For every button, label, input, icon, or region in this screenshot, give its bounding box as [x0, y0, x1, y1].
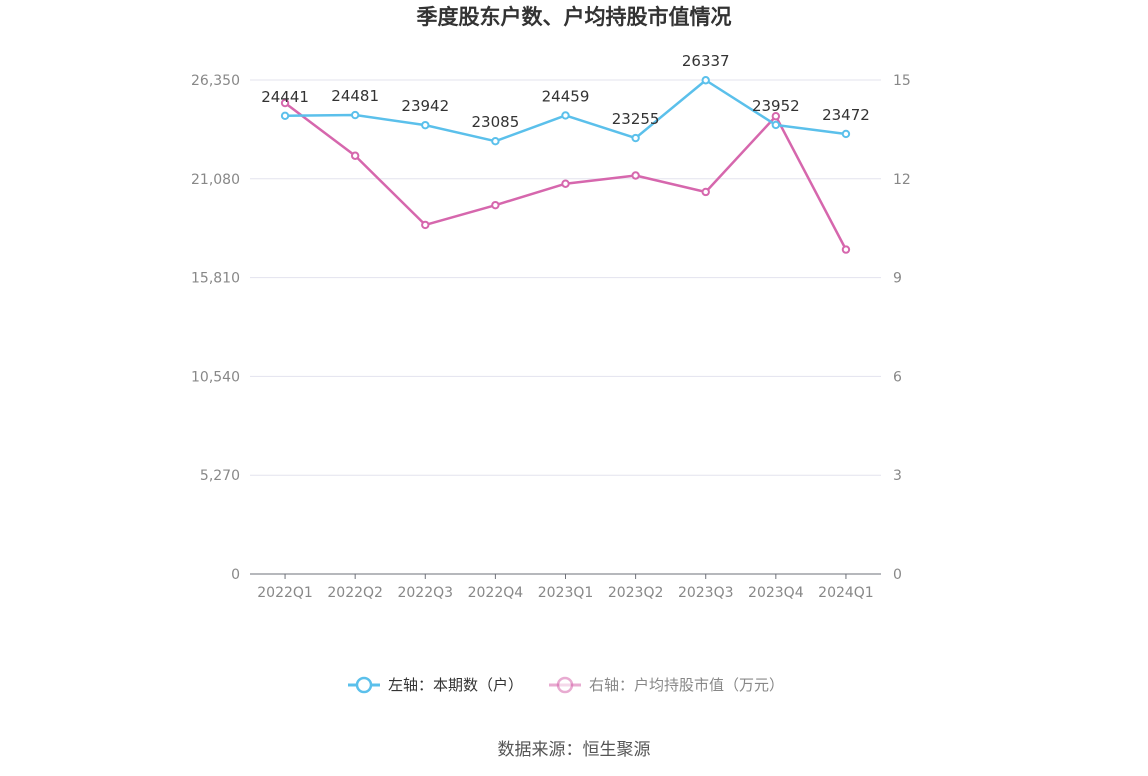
data-label: 24441 [261, 88, 309, 106]
left-axis-tick-label: 21,080 [191, 172, 240, 188]
legend-item-left[interactable]: 左轴：本期数（户） [348, 676, 523, 694]
data-label: 24459 [542, 87, 590, 105]
data-point-left[interactable] [491, 137, 500, 146]
data-point-left[interactable] [701, 76, 710, 85]
data-label: 23942 [401, 97, 449, 115]
series-line-right [284, 102, 848, 251]
data-point-right[interactable] [841, 245, 851, 254]
data-label: 24481 [331, 87, 379, 105]
data-point-right[interactable] [771, 112, 781, 121]
data-point-right[interactable] [421, 220, 430, 230]
legend[interactable]: 左轴：本期数（户） 右轴：户均持股市值（万元） [348, 676, 784, 694]
left-axis-tick-label: 0 [231, 567, 240, 583]
source-note: 数据来源：恒生聚源 [498, 740, 651, 760]
data-point-right[interactable] [491, 200, 500, 210]
data-point-right[interactable] [631, 171, 640, 180]
left-axis-tick-label: 26,350 [191, 73, 240, 89]
left-axis-tick-label: 10,540 [191, 369, 240, 385]
data-point-left[interactable] [280, 111, 290, 120]
right-axis-tick-label: 0 [893, 567, 902, 583]
data-label: 23085 [472, 113, 520, 131]
data-point-left[interactable] [350, 110, 360, 120]
x-axis-tick-label: 2022Q1 [257, 585, 313, 601]
right-axis-tick-label: 3 [893, 468, 902, 484]
data-point-left[interactable] [421, 120, 430, 130]
legend-label: 左轴：本期数（户） [388, 676, 523, 694]
left-axis: 0 5,270 10,540 15,810 21,080 26,350 [191, 73, 240, 583]
data-label: 26337 [682, 52, 730, 70]
x-axis-tick-label: 2023Q4 [748, 585, 804, 601]
left-axis-tick-label: 15,810 [191, 271, 240, 287]
data-point-left[interactable] [841, 129, 851, 139]
data-labels: 24441 24481 23942 23085 24459 23255 26337 23952… [261, 52, 870, 131]
x-axis-tick-label: 2023Q2 [608, 585, 664, 601]
legend-circle-icon [355, 676, 373, 694]
grid [250, 79, 881, 476]
x-axis-tick-label: 2023Q1 [538, 585, 594, 601]
right-axis: 0 3 6 9 12 15 [893, 73, 911, 583]
left-axis-tick-label: 5,270 [200, 468, 240, 484]
data-point-right[interactable] [701, 187, 710, 197]
legend-label: 右轴：户均持股市值（万元） [589, 676, 784, 694]
x-axis: 2022Q1 2022Q2 2022Q3 2022Q4 2023Q1 2023Q2 2023… [250, 573, 881, 601]
right-axis-tick-label: 9 [893, 271, 902, 287]
right-axis-tick-label: 12 [893, 172, 911, 188]
data-point-left[interactable] [771, 120, 781, 130]
data-label: 23472 [822, 106, 870, 124]
data-label: 23255 [612, 110, 660, 128]
right-axis-tick-label: 6 [893, 369, 902, 385]
x-axis-tick-label: 2022Q3 [397, 585, 453, 601]
data-point-right[interactable] [350, 151, 360, 160]
data-point-right[interactable] [280, 98, 290, 108]
data-point-right[interactable] [561, 179, 570, 188]
x-axis-tick-label: 2023Q3 [678, 585, 734, 601]
data-label: 23952 [752, 97, 800, 115]
legend-circle-icon [556, 676, 574, 694]
x-axis-tick-label: 2024Q1 [818, 585, 874, 601]
legend-item-right[interactable]: 右轴：户均持股市值（万元） [549, 676, 784, 694]
chart-title: 季度股东户数、户均持股市值情况 [417, 5, 732, 29]
x-axis-tick-label: 2022Q4 [468, 585, 524, 601]
right-axis-tick-label: 15 [893, 73, 911, 89]
series-layer [280, 76, 851, 254]
data-point-left[interactable] [561, 111, 570, 120]
data-point-left[interactable] [631, 133, 640, 143]
x-axis-tick-label: 2022Q2 [327, 585, 383, 601]
